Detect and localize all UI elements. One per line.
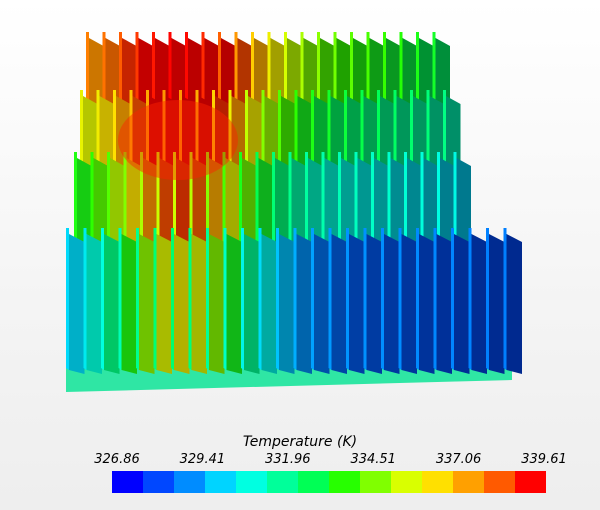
fin-edge: [381, 228, 384, 370]
fin-side: [279, 234, 295, 374]
fin-side: [191, 234, 207, 374]
fin-edge: [311, 228, 314, 370]
fin-edge: [153, 228, 157, 370]
fin-edge: [188, 228, 192, 370]
fin-edge: [241, 228, 244, 370]
fin-edge: [293, 228, 297, 370]
fin-edge: [206, 228, 209, 370]
fin-side: [156, 234, 172, 374]
fin-side: [261, 234, 277, 374]
colorbar-segment: [484, 471, 516, 493]
fin-edge: [276, 228, 279, 370]
colorbar-segment: [391, 471, 423, 493]
fin-side: [209, 234, 225, 374]
colorbar-segment: [360, 471, 392, 493]
fin-edge: [486, 228, 489, 370]
fin-side: [139, 234, 155, 374]
fin-side: [314, 234, 330, 374]
fin-side: [384, 234, 400, 374]
fin-side: [121, 234, 137, 374]
legend-title: Temperature (K): [242, 434, 358, 450]
fin-edge: [433, 228, 437, 370]
fin-edge: [363, 228, 367, 370]
fin-edge: [503, 228, 507, 370]
fin-side: [226, 234, 242, 374]
colorbar-segment: [298, 471, 330, 493]
fin-edge: [101, 228, 104, 370]
colorbar-tick-label: 337.06: [435, 452, 482, 467]
fin-edge: [171, 228, 174, 370]
fin-edge: [398, 228, 402, 370]
colorbar-segment: [267, 471, 299, 493]
fin-side: [419, 234, 435, 374]
hot-spot-region: [118, 100, 238, 180]
colorbar-tick-label: 331.96: [265, 452, 311, 467]
colorbar-segment: [515, 471, 546, 493]
temperature-colorbar: [112, 471, 546, 493]
heat-sink-fins: [66, 32, 522, 392]
fin-edge: [136, 228, 139, 370]
colorbar-tick-label: 339.61: [521, 452, 567, 467]
colorbar-segment: [112, 471, 144, 493]
fin-side: [174, 234, 190, 374]
fin-side: [349, 234, 365, 374]
colorbar-segment: [205, 471, 237, 493]
colorbar-tick-label: 329.41: [179, 452, 226, 467]
fin-side: [489, 234, 505, 374]
fin-edge: [66, 228, 69, 370]
fin-side: [69, 234, 85, 374]
colorbar-segment: [143, 471, 175, 493]
fin-side: [296, 234, 312, 374]
fin-edge: [258, 228, 262, 370]
fin-side: [366, 234, 382, 374]
colorbar-segment: [422, 471, 454, 493]
fin-edge: [118, 228, 122, 370]
colorbar-tick-label: 334.51: [350, 452, 396, 467]
fin-edge: [451, 228, 454, 370]
fin-side: [331, 234, 347, 374]
fin-edge: [346, 228, 349, 370]
fin-edge: [416, 228, 419, 370]
fin-side: [244, 234, 260, 374]
fin-edge: [468, 228, 472, 370]
fin-side: [401, 234, 417, 374]
fin-side: [506, 234, 522, 374]
fin-side: [86, 234, 102, 374]
fin-edge: [328, 228, 332, 370]
colorbar-segment: [236, 471, 268, 493]
fin-side: [471, 234, 487, 374]
colorbar-segment: [329, 471, 361, 493]
fin-side: [104, 234, 120, 374]
fin-side: [436, 234, 452, 374]
colorbar-tick-label: 326.86: [94, 452, 140, 467]
fin-edge: [223, 228, 227, 370]
fin-side: [454, 234, 470, 374]
colorbar-segment: [453, 471, 485, 493]
fin-edge: [83, 228, 87, 370]
colorbar-segment: [174, 471, 206, 493]
